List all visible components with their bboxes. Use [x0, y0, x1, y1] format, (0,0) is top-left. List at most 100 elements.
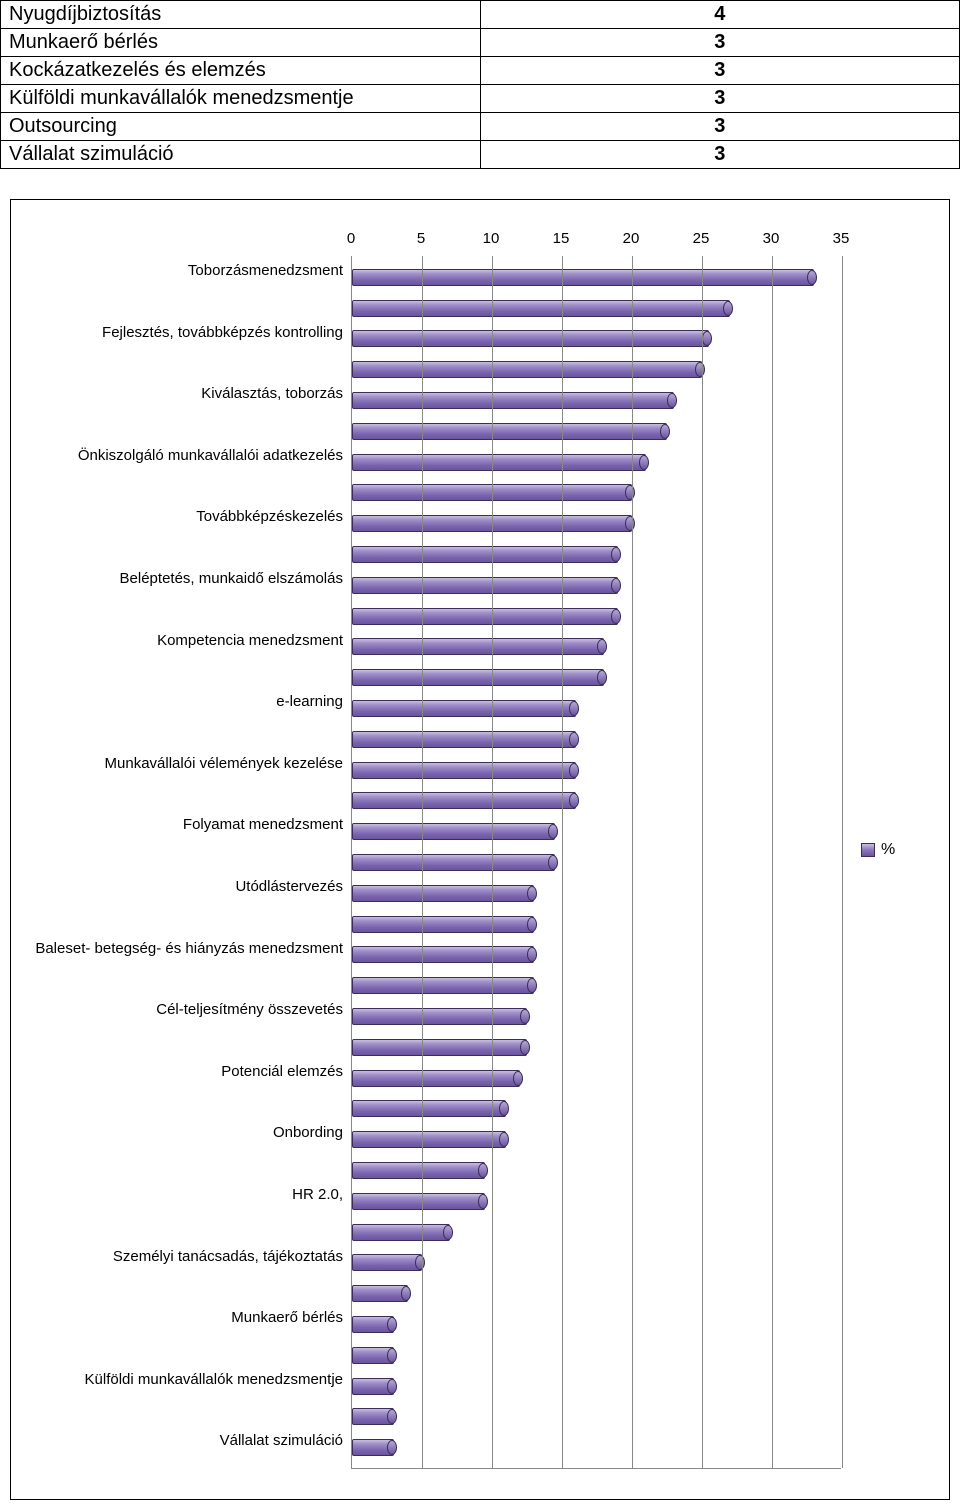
bar-slot [352, 447, 841, 478]
bar [352, 854, 555, 871]
table-cell-label: Külföldi munkavállalók menedzsmentje [1, 85, 481, 113]
table-row: Outsourcing3 [1, 113, 960, 141]
bar-slot [352, 1309, 841, 1340]
table-cell-value: 4 [480, 1, 960, 29]
bar-slot [352, 1094, 841, 1125]
bar-slot [352, 262, 841, 293]
bar [352, 731, 576, 748]
y-label: Baleset- betegség- és hiányzás menedzsme… [21, 934, 343, 965]
bar [352, 577, 618, 594]
gridline [772, 256, 773, 1468]
bar-slot [352, 1032, 841, 1063]
bar [352, 1162, 485, 1179]
bar-slot [352, 570, 841, 601]
x-tick: 20 [623, 230, 640, 247]
bar-slot [352, 1063, 841, 1094]
gridline [562, 256, 563, 1468]
bar [352, 916, 534, 933]
bar-slot [352, 1371, 841, 1402]
bar-slot [352, 847, 841, 878]
chart-legend: % [861, 841, 921, 859]
bar-slot [352, 1155, 841, 1186]
bar [352, 1131, 506, 1148]
y-label: Kompetencia menedzsment [21, 626, 343, 657]
table-row: Külföldi munkavállalók menedzsmentje3 [1, 85, 960, 113]
table-cell-label: Kockázatkezelés és elemzés [1, 57, 481, 85]
bar [352, 423, 667, 440]
y-label: Utódlástervezés [21, 872, 343, 903]
bar [352, 792, 576, 809]
x-tick: 25 [693, 230, 710, 247]
table-cell-value: 3 [480, 85, 960, 113]
bar-slot [352, 354, 841, 385]
bar [352, 669, 604, 686]
bar [352, 330, 709, 347]
y-label: Fejlesztés, továbbképzés kontrolling [21, 318, 343, 349]
bar [352, 1439, 394, 1456]
y-label: e-learning [21, 687, 343, 718]
bar-slot [352, 724, 841, 755]
bar [352, 1408, 394, 1425]
bar [352, 1008, 527, 1025]
bar-slot [352, 324, 841, 355]
legend-label: % [881, 841, 895, 859]
bar-slot [352, 1186, 841, 1217]
x-tick: 35 [833, 230, 850, 247]
gridline [632, 256, 633, 1468]
x-tick: 10 [483, 230, 500, 247]
bar [352, 1039, 527, 1056]
table-cell-label: Munkaerő bérlés [1, 29, 481, 57]
gridline [422, 256, 423, 1468]
bar [352, 700, 576, 717]
bar-slot [352, 385, 841, 416]
y-label: Toborzásmenedzsment [21, 256, 343, 287]
bar-slot [352, 539, 841, 570]
bar-slot [352, 909, 841, 940]
gridline [492, 256, 493, 1468]
bar-slot [352, 662, 841, 693]
chart-y-labels: Toborzásmenedzsment Fejlesztés, továbbkép… [21, 230, 351, 1457]
y-label: Onbording [21, 1118, 343, 1149]
bar-slot [352, 755, 841, 786]
bar-slot [352, 1278, 841, 1309]
bar-slot [352, 1217, 841, 1248]
y-label: Kiválasztás, toborzás [21, 379, 343, 410]
bar [352, 946, 534, 963]
gridline [702, 256, 703, 1468]
chart-container: Toborzásmenedzsment Fejlesztés, továbbkép… [10, 199, 950, 1500]
y-label: Munkaerő bérlés [21, 1303, 343, 1334]
bar-slot [352, 1340, 841, 1371]
y-label: HR 2.0, [21, 1180, 343, 1211]
table-cell-value: 3 [480, 57, 960, 85]
table-row: Munkaerő bérlés3 [1, 29, 960, 57]
bar [352, 1378, 394, 1395]
bar [352, 762, 576, 779]
bar [352, 1224, 450, 1241]
bar [352, 885, 534, 902]
x-tick: 15 [553, 230, 570, 247]
chart-plot-area: 05101520253035 [351, 230, 841, 1469]
bar [352, 1254, 422, 1271]
x-tick: 0 [347, 230, 355, 247]
table-row: Nyugdíjbiztosítás4 [1, 1, 960, 29]
y-label: Személyi tanácsadás, tájékoztatás [21, 1242, 343, 1273]
table-row: Vállalat szimuláció3 [1, 141, 960, 169]
table-cell-label: Nyugdíjbiztosítás [1, 1, 481, 29]
x-tick: 30 [763, 230, 780, 247]
bar [352, 361, 702, 378]
bar-slot [352, 878, 841, 909]
bar [352, 1100, 506, 1117]
bar [352, 1193, 485, 1210]
legend-swatch [861, 843, 875, 857]
x-tick: 5 [417, 230, 425, 247]
table-cell-label: Vállalat szimuláció [1, 141, 481, 169]
bar [352, 977, 534, 994]
bar [352, 1347, 394, 1364]
bar [352, 638, 604, 655]
bar [352, 823, 555, 840]
y-label: Potenciál elemzés [21, 1057, 343, 1088]
y-label: Folyamat menedzsment [21, 810, 343, 841]
bar-slot [352, 1248, 841, 1279]
table-cell-label: Outsourcing [1, 113, 481, 141]
bar-slot [352, 940, 841, 971]
